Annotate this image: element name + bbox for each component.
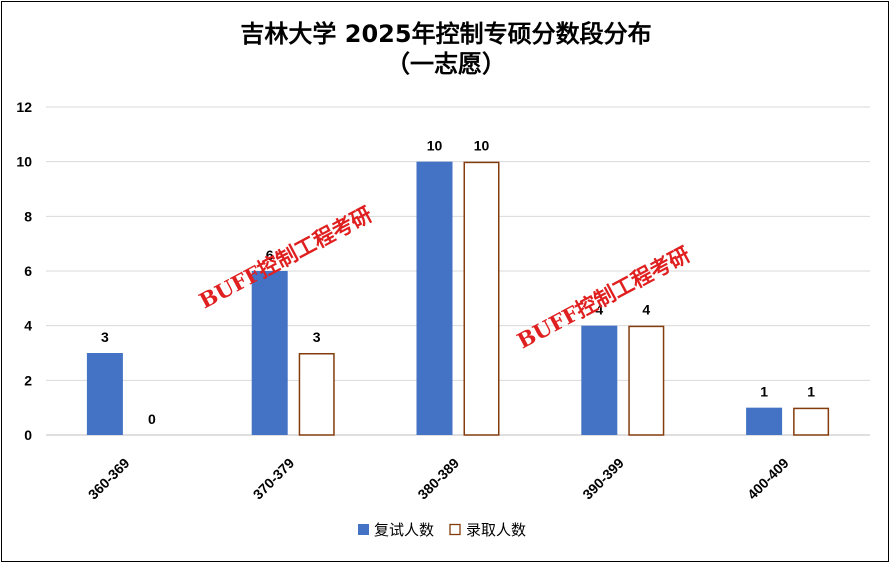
data-label-s1-390-399: 4 [595, 302, 603, 318]
legend-label-s1: 复试人数 [374, 521, 434, 539]
y-tick-label-8: 8 [24, 208, 32, 224]
data-label-s1-370-379: 6 [266, 247, 274, 263]
bar-s1-360-369 [86, 353, 123, 435]
data-label-s2-400-409: 1 [807, 384, 815, 400]
y-tick-label-2: 2 [24, 372, 32, 388]
bar-s1-390-399 [581, 325, 618, 435]
x-axis-ticks: 360-369 370-379 380-389 390-399 400-409 [85, 455, 792, 503]
bar-s2-390-399 [628, 325, 665, 436]
data-label-s1-360-369: 3 [101, 329, 109, 345]
bar-s1-400-409 [746, 407, 783, 435]
data-label-s2-360-369: 0 [148, 411, 156, 427]
y-axis-ticks: 0 2 4 6 8 10 12 [16, 99, 32, 443]
legend-swatch-s2 [449, 523, 461, 536]
data-label-s2-370-379: 3 [313, 329, 321, 345]
x-tick-label-390-399: 390-399 [579, 455, 627, 503]
x-tick-label-400-409: 400-409 [744, 455, 792, 503]
y-tick-label-12: 12 [16, 99, 32, 115]
legend-label-s2: 录取人数 [466, 521, 526, 539]
data-label-s1-400-409: 1 [760, 384, 768, 400]
x-tick-label-380-389: 380-389 [414, 455, 462, 503]
y-tick-label-0: 0 [24, 427, 32, 443]
data-labels: 3 0 6 3 10 10 4 4 1 1 [101, 138, 815, 427]
legend-swatch-s1 [358, 524, 369, 535]
gridlines [46, 106, 870, 436]
bar-s2-400-409 [793, 407, 830, 436]
legend: 复试人数 录取人数 [358, 521, 526, 539]
chart-title-line-2: （一志愿） [386, 50, 506, 78]
data-label-s2-390-399: 4 [642, 302, 650, 318]
x-tick-label-370-379: 370-379 [250, 455, 298, 503]
bar-s2-380-389 [463, 161, 500, 436]
bars [86, 161, 830, 436]
bar-s1-370-379 [251, 271, 288, 435]
y-tick-label-10: 10 [16, 154, 32, 170]
bar-s2-370-379 [298, 353, 335, 436]
data-label-s1-380-389: 10 [427, 138, 443, 154]
y-tick-label-6: 6 [24, 263, 32, 279]
data-label-s2-380-389: 10 [474, 138, 490, 154]
bar-s1-380-389 [416, 161, 453, 435]
chart-title-line-1: 吉林大学 2025年控制专硕分数段分布 [240, 20, 651, 48]
y-tick-label-4: 4 [24, 318, 32, 334]
x-tick-label-360-369: 360-369 [85, 455, 133, 503]
